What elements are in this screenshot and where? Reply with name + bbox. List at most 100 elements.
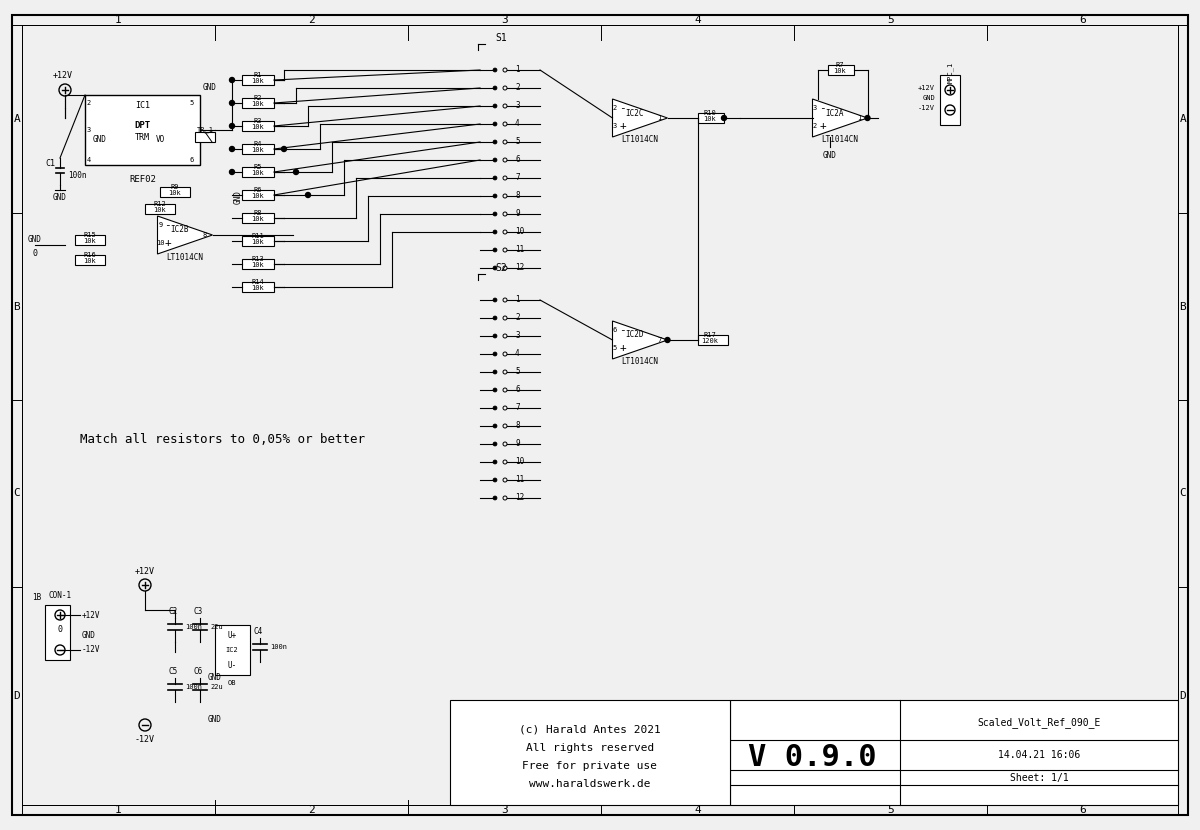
- Circle shape: [493, 388, 497, 392]
- Text: 1: 1: [115, 805, 122, 815]
- Text: A: A: [1180, 114, 1187, 124]
- Text: +12V: +12V: [53, 71, 73, 81]
- Text: GND: GND: [94, 135, 107, 144]
- Circle shape: [493, 122, 497, 126]
- Text: D: D: [1180, 691, 1187, 701]
- Bar: [242, 144, 274, 154]
- Circle shape: [229, 169, 234, 174]
- Text: 10k: 10k: [252, 78, 264, 84]
- Text: -12V: -12V: [82, 646, 101, 655]
- Text: +12V: +12V: [134, 567, 155, 575]
- Text: D: D: [13, 691, 20, 701]
- Text: R1: R1: [253, 72, 263, 78]
- Polygon shape: [612, 99, 667, 137]
- Text: C: C: [13, 489, 20, 499]
- Circle shape: [229, 100, 234, 105]
- Text: 10k: 10k: [84, 258, 96, 264]
- Text: 22u: 22u: [210, 624, 223, 630]
- Text: LT1014CN: LT1014CN: [622, 358, 659, 367]
- Circle shape: [865, 115, 870, 120]
- Text: 120k: 120k: [702, 338, 719, 344]
- Bar: [730, 700, 1178, 805]
- Text: LT1014CN: LT1014CN: [167, 252, 204, 261]
- Text: 7: 7: [658, 337, 661, 343]
- Circle shape: [493, 424, 497, 428]
- Bar: [242, 75, 274, 85]
- Text: 1: 1: [115, 15, 122, 25]
- Text: IC2A: IC2A: [826, 109, 845, 118]
- Text: V 0.9.0: V 0.9.0: [748, 743, 876, 772]
- Bar: [242, 282, 274, 292]
- Text: 10k: 10k: [252, 239, 264, 245]
- Text: R4: R4: [253, 141, 263, 147]
- Circle shape: [721, 115, 726, 120]
- Text: 1: 1: [515, 66, 520, 75]
- Text: 7: 7: [515, 403, 520, 413]
- Bar: [145, 204, 175, 214]
- Text: GND: GND: [208, 715, 222, 725]
- Text: 0: 0: [58, 626, 62, 634]
- Text: 2: 2: [515, 84, 520, 92]
- Text: C5: C5: [168, 666, 178, 676]
- Text: R7: R7: [835, 62, 845, 68]
- Text: DPT: DPT: [134, 120, 150, 129]
- Text: GND: GND: [82, 631, 96, 639]
- Text: GND: GND: [234, 190, 242, 204]
- Text: 2: 2: [515, 314, 520, 323]
- Circle shape: [493, 496, 497, 500]
- Text: 10k: 10k: [252, 216, 264, 222]
- Bar: [160, 187, 190, 197]
- Text: GND: GND: [923, 95, 935, 101]
- Text: 7: 7: [515, 173, 520, 183]
- Circle shape: [493, 194, 497, 198]
- Bar: [450, 700, 730, 805]
- Text: U+: U+: [227, 631, 236, 639]
- Text: 4: 4: [694, 15, 701, 25]
- Text: 8: 8: [515, 192, 520, 201]
- Bar: [698, 113, 724, 123]
- Text: +: +: [820, 121, 826, 131]
- Text: +12V: +12V: [918, 85, 935, 91]
- Text: R16: R16: [84, 252, 96, 258]
- Text: 10: 10: [515, 227, 524, 237]
- Text: 10k: 10k: [703, 116, 716, 122]
- Text: 2: 2: [308, 15, 314, 25]
- Text: 5: 5: [612, 345, 617, 351]
- Text: IC2B: IC2B: [170, 226, 190, 235]
- Text: 2: 2: [86, 100, 91, 106]
- Text: 3: 3: [515, 331, 520, 340]
- Circle shape: [493, 460, 497, 464]
- Text: 3: 3: [612, 123, 617, 129]
- Text: B: B: [13, 301, 20, 311]
- Text: 10: 10: [156, 240, 164, 246]
- Bar: [242, 167, 274, 177]
- Text: 4: 4: [694, 805, 701, 815]
- Text: +12V: +12V: [82, 611, 101, 619]
- Circle shape: [493, 86, 497, 90]
- Text: R10: R10: [703, 110, 716, 116]
- Text: 5: 5: [887, 805, 894, 815]
- Text: REF02: REF02: [130, 174, 156, 183]
- Text: VO: VO: [155, 135, 164, 144]
- Text: 10k: 10k: [252, 124, 264, 130]
- Text: R5: R5: [253, 164, 263, 170]
- Text: Sheet: 1/1: Sheet: 1/1: [1009, 773, 1068, 783]
- Text: 6: 6: [1079, 15, 1086, 25]
- Text: 10k: 10k: [252, 170, 264, 176]
- Text: LT1014CN: LT1014CN: [822, 135, 858, 144]
- Text: 5: 5: [190, 100, 194, 106]
- Text: C1: C1: [46, 159, 55, 168]
- Circle shape: [229, 77, 234, 82]
- Text: -12V: -12V: [134, 735, 155, 744]
- Polygon shape: [812, 99, 868, 137]
- Circle shape: [294, 169, 299, 174]
- Text: 11: 11: [515, 476, 524, 485]
- Circle shape: [493, 352, 497, 356]
- Text: 10k: 10k: [834, 68, 846, 74]
- Text: 10k: 10k: [169, 190, 181, 196]
- Text: 2: 2: [812, 123, 817, 129]
- Circle shape: [493, 316, 497, 320]
- Text: IC2D: IC2D: [625, 330, 644, 339]
- Text: 10k: 10k: [252, 285, 264, 291]
- Text: C2: C2: [168, 607, 178, 616]
